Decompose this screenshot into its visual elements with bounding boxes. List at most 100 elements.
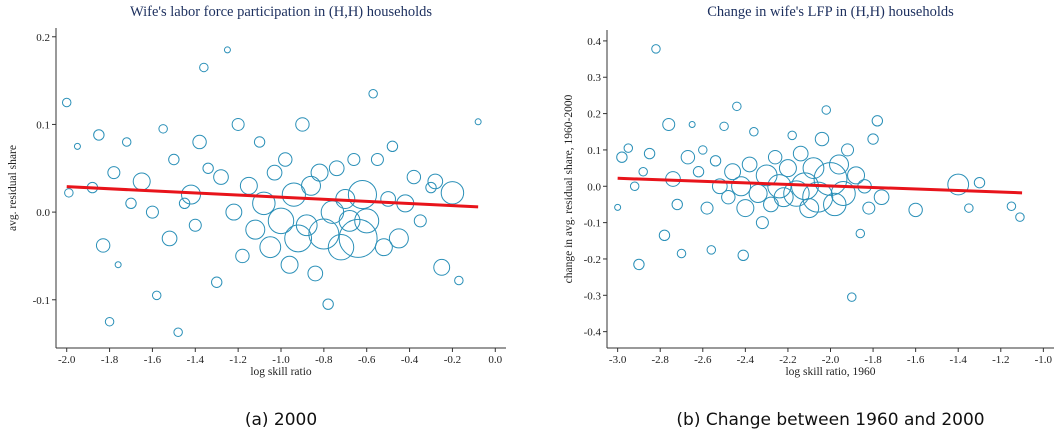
bubble <box>380 191 396 207</box>
bubble <box>278 152 293 167</box>
bubble <box>862 201 876 215</box>
bubble <box>151 290 162 301</box>
bubble <box>676 248 687 259</box>
bubble <box>731 176 752 197</box>
bubble <box>680 149 696 165</box>
x-tick-label: -1.6 <box>907 354 925 366</box>
bubble <box>873 189 890 206</box>
bubble <box>732 101 742 112</box>
x-axis-label: log skill ratio, 1960 <box>785 366 875 378</box>
bubble <box>767 174 792 199</box>
bubble <box>225 203 243 221</box>
x-tick-label: -1.8 <box>864 354 882 366</box>
bubble <box>132 172 151 191</box>
bubble <box>433 258 451 276</box>
bubble <box>867 133 879 145</box>
bubble <box>651 44 661 54</box>
x-axis-label: log skill ratio <box>250 366 312 378</box>
x-tick-label: -2.0 <box>822 354 840 366</box>
bubble <box>709 155 722 167</box>
bubble <box>245 219 266 240</box>
x-tick-label: -2.0 <box>58 354 76 366</box>
bubble <box>454 275 464 286</box>
bubble <box>310 163 329 182</box>
bubble <box>161 230 178 247</box>
bubble <box>1006 201 1017 212</box>
bubble <box>327 233 355 261</box>
x-tick-label: -2.6 <box>694 354 712 366</box>
bubble <box>821 105 831 115</box>
y-tick-label: -0.2 <box>584 254 601 266</box>
x-tick-label: -1.4 <box>950 354 968 366</box>
y-tick-label: 0.1 <box>36 119 50 131</box>
bubble <box>964 203 974 213</box>
bubble <box>802 181 834 213</box>
bubble <box>847 292 857 302</box>
fit-line <box>66 185 479 209</box>
bubble <box>973 176 986 189</box>
bubble <box>347 153 361 167</box>
bubble <box>104 316 115 327</box>
x-tick-label: -2.2 <box>779 354 796 366</box>
bubble <box>706 245 717 255</box>
y-axis-label: change in avg. residual share, 1960-2000 <box>563 94 575 283</box>
bubble <box>188 218 202 232</box>
bubble <box>748 184 768 204</box>
bubble <box>281 182 306 207</box>
y-tick-label: 0.2 <box>36 32 50 44</box>
bubble <box>658 229 671 242</box>
bubble <box>145 205 159 219</box>
bubble <box>370 153 384 167</box>
x-tick-label: -1.0 <box>1035 354 1053 366</box>
x-tick-label: -3.0 <box>609 354 627 366</box>
bubble <box>829 154 850 175</box>
y-tick-label: 0.0 <box>36 207 50 219</box>
bubble <box>719 121 729 132</box>
bubble <box>773 187 794 208</box>
bubble <box>173 327 183 337</box>
bubble <box>947 173 970 196</box>
bubble <box>301 175 321 196</box>
bubble <box>711 178 728 195</box>
bubble <box>307 265 324 282</box>
bubble <box>633 258 645 271</box>
y-tick-label: -0.1 <box>33 295 50 307</box>
bubble <box>284 224 313 253</box>
bubble <box>643 147 656 160</box>
bubble <box>239 176 258 195</box>
bubble <box>199 62 209 73</box>
bubble <box>386 140 399 153</box>
bubble <box>847 166 866 185</box>
bubble <box>908 202 923 218</box>
bubble <box>178 197 191 210</box>
bubble <box>73 142 81 150</box>
bubble <box>830 181 856 207</box>
x-tick-label: -1.2 <box>229 354 246 366</box>
bubble <box>741 156 758 173</box>
x-tick-label: -0.2 <box>444 354 461 366</box>
bubble <box>698 145 708 155</box>
x-tick-label: -0.4 <box>401 354 419 366</box>
bubble <box>114 261 122 269</box>
bubble <box>629 181 640 192</box>
bubble <box>266 164 283 181</box>
bubble <box>1015 212 1025 222</box>
y-tick-label: -0.3 <box>584 290 602 302</box>
bubble <box>338 209 361 232</box>
bubble <box>388 228 409 249</box>
bubble <box>211 276 223 288</box>
bubble <box>792 145 809 162</box>
bubble <box>767 149 783 165</box>
x-tick-label: -1.2 <box>992 354 1009 366</box>
x-tick-label: -1.0 <box>272 354 290 366</box>
bubble <box>259 236 282 259</box>
chart-title: Change in wife's LFP in (H,H) households <box>707 4 954 20</box>
bubble <box>267 207 295 235</box>
x-tick-label: -1.8 <box>101 354 119 366</box>
bubble <box>338 218 378 258</box>
bubble <box>763 196 779 213</box>
bubble <box>368 89 378 99</box>
chart-title: Wife's labor force participation in (H,H… <box>130 4 432 20</box>
bubble <box>814 131 830 147</box>
